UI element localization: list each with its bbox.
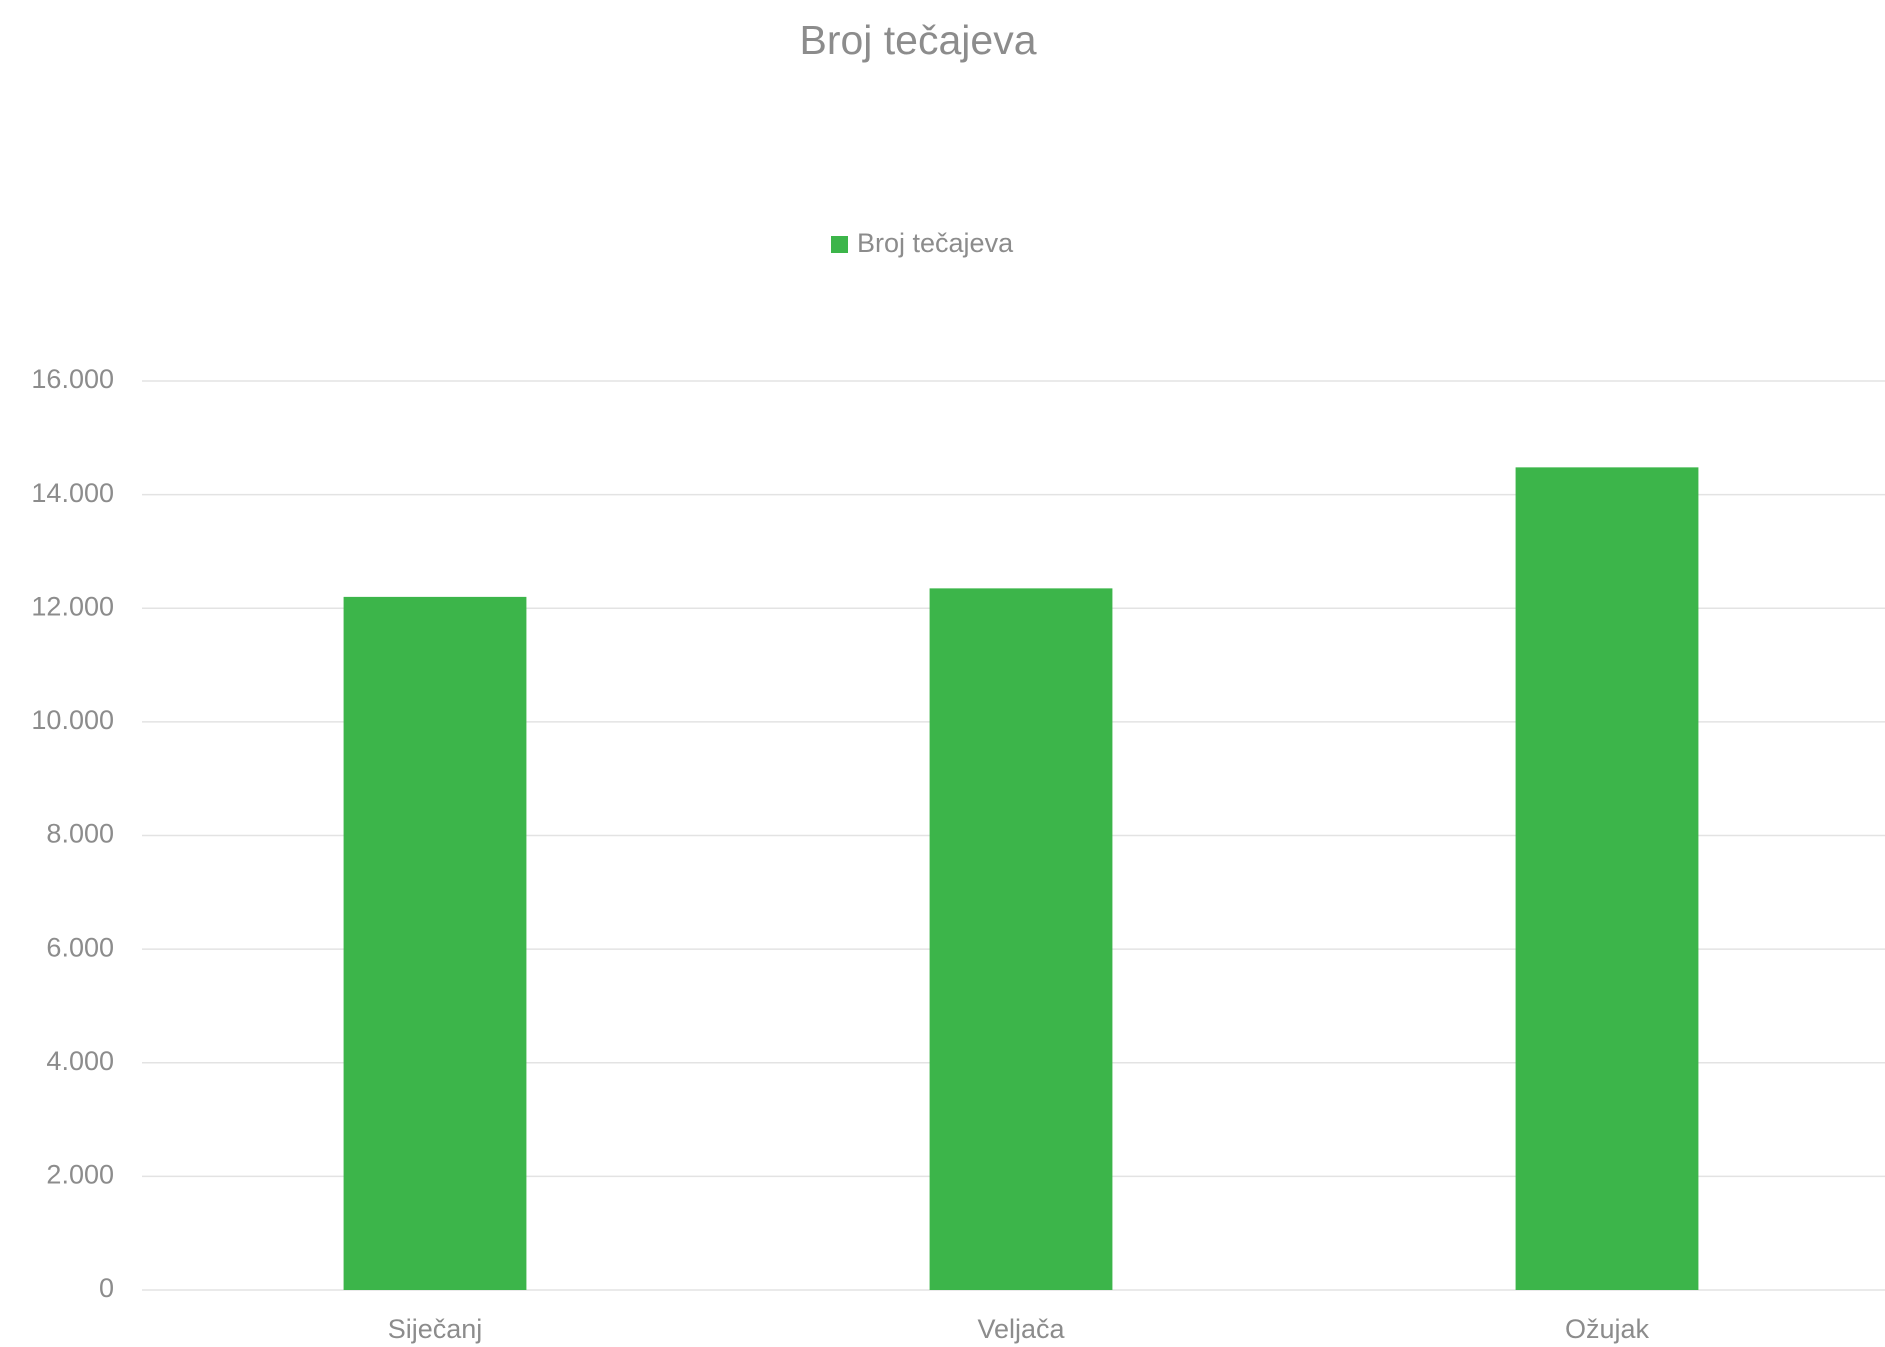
- chart-title: Broj tečajeva: [799, 17, 1036, 63]
- bar: [929, 588, 1113, 1290]
- legend-label: Broj tečajeva: [857, 228, 1014, 258]
- x-tick-label: Ožujak: [1565, 1314, 1650, 1344]
- y-tick-label: 4.000: [46, 1046, 114, 1076]
- y-tick-label: 16.000: [31, 364, 114, 394]
- x-tick-label: Veljača: [977, 1314, 1065, 1344]
- bar: [343, 596, 527, 1290]
- x-tick-label: Siječanj: [388, 1314, 483, 1344]
- legend-swatch: [831, 236, 848, 253]
- y-tick-label: 8.000: [46, 819, 114, 849]
- y-tick-label: 6.000: [46, 932, 114, 962]
- bar: [1515, 467, 1699, 1291]
- y-tick-label: 0: [99, 1273, 114, 1303]
- y-tick-label: 14.000: [31, 478, 114, 508]
- y-tick-label: 10.000: [31, 705, 114, 735]
- y-tick-label: 12.000: [31, 591, 114, 621]
- y-tick-label: 2.000: [46, 1160, 114, 1190]
